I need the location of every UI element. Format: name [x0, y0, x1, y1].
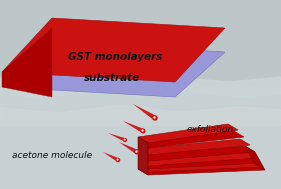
Circle shape — [154, 117, 155, 118]
Polygon shape — [138, 131, 244, 148]
Polygon shape — [138, 164, 265, 175]
Polygon shape — [119, 142, 138, 154]
Polygon shape — [123, 121, 144, 133]
Polygon shape — [0, 76, 281, 105]
Polygon shape — [108, 133, 126, 142]
Polygon shape — [138, 146, 255, 161]
Text: acetone molecule: acetone molecule — [12, 150, 92, 160]
Polygon shape — [0, 105, 281, 125]
Polygon shape — [245, 146, 265, 170]
Circle shape — [124, 139, 126, 141]
Circle shape — [135, 150, 139, 154]
Polygon shape — [138, 124, 238, 143]
Circle shape — [117, 159, 118, 160]
Text: substrate: substrate — [84, 73, 140, 83]
Polygon shape — [138, 152, 258, 166]
Polygon shape — [0, 92, 281, 189]
Circle shape — [124, 139, 125, 140]
Polygon shape — [138, 137, 148, 175]
Polygon shape — [2, 28, 52, 97]
Polygon shape — [138, 139, 250, 155]
Polygon shape — [2, 42, 225, 97]
Circle shape — [142, 130, 143, 131]
Text: GST monolayers: GST monolayers — [68, 52, 162, 62]
Polygon shape — [133, 104, 156, 120]
Text: exfoliation: exfoliation — [186, 125, 234, 135]
Polygon shape — [103, 152, 119, 162]
Circle shape — [141, 129, 145, 133]
Polygon shape — [138, 157, 261, 169]
Circle shape — [153, 116, 157, 120]
Polygon shape — [2, 18, 225, 82]
Circle shape — [116, 158, 120, 162]
Polygon shape — [0, 0, 281, 85]
Circle shape — [136, 151, 137, 152]
Polygon shape — [138, 161, 263, 172]
